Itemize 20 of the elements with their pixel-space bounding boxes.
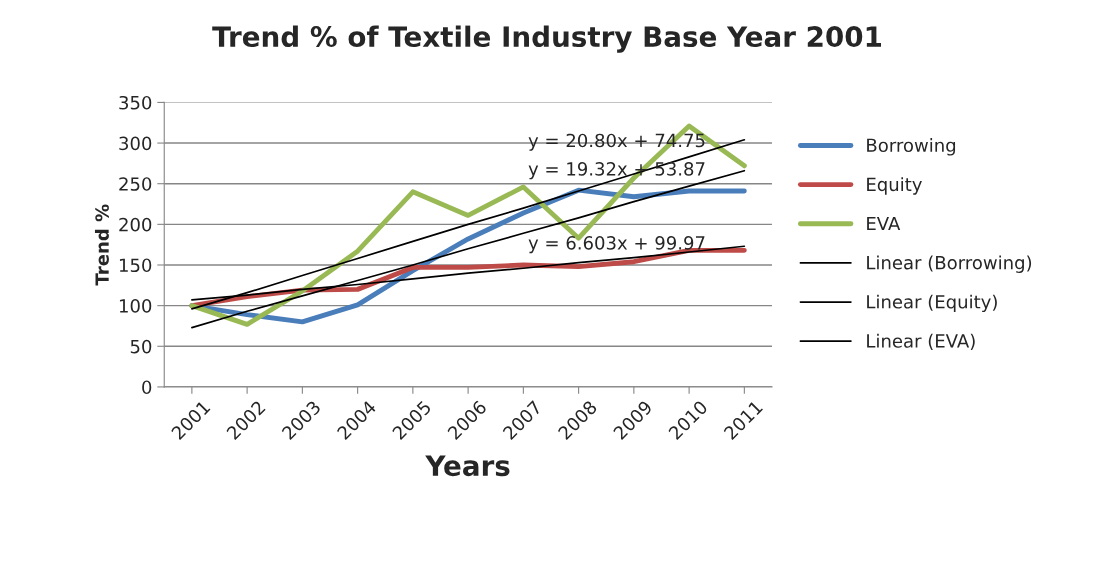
legend-label: EVA [867, 216, 901, 231]
y-tick-label: 300 [119, 136, 152, 151]
legend-label: Borrowing [867, 138, 956, 156]
y-axis-title: Trend % [94, 204, 109, 286]
y-tick-label: 200 [119, 217, 152, 232]
chart-title: Trend % of Textile Industry Base Year 2001 [212, 25, 882, 53]
annotation: y = 19.32x + 53.87 [528, 162, 705, 180]
legend-label: Linear (EVA) [867, 333, 975, 350]
legend-label: Equity [867, 177, 922, 195]
y-tick-label: 50 [130, 339, 152, 354]
y-tick-label: 0 [142, 380, 152, 395]
y-tick-label: 150 [119, 258, 152, 273]
y-tick-label: 100 [119, 299, 152, 313]
x-axis-title: Years [425, 455, 510, 477]
annotation: y = 6.603x + 99.97 [528, 236, 705, 254]
legend-label: Linear (Equity) [867, 294, 997, 313]
line-series [189, 123, 747, 327]
y-tick-label: 250 [119, 177, 152, 191]
legend-label: Linear (Borrowing) [867, 255, 1032, 273]
y-tick-label: 350 [119, 95, 152, 110]
